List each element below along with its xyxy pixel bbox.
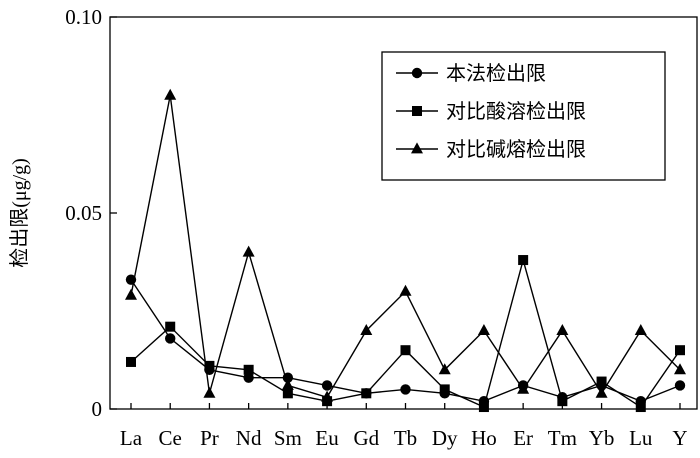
- x-tick-label-Lu: Lu: [629, 426, 653, 450]
- legend-item-1: 本法检出限: [396, 62, 546, 85]
- legend-marker-1: [411, 67, 423, 79]
- legend-label-1: 本法检出限: [446, 62, 546, 85]
- series-2-point-Y: [675, 345, 685, 356]
- series-1-point-Y: [674, 380, 686, 391]
- x-tick-label-La: La: [120, 426, 143, 450]
- series-2-point-Sm: [282, 388, 293, 399]
- y-tick-label-0: 0: [92, 397, 103, 421]
- series-3-point-Ho: [477, 324, 490, 335]
- legend-item-2: 对比酸溶检出限: [396, 100, 586, 123]
- x-tick-label-Tb: Tb: [394, 426, 417, 450]
- series-3-point-Gd: [360, 324, 373, 335]
- legend-item-3: 对比碱熔检出限: [396, 138, 586, 161]
- x-tick-label-Pr: Pr: [200, 426, 219, 450]
- x-tick-label-Nd: Nd: [236, 426, 262, 450]
- x-axis: La Ce Pr Nd Sm Eu Gd Tb Dy Ho Er Tm Yb Lu Y: [120, 403, 688, 450]
- x-tick-label-Yb: Yb: [589, 426, 615, 450]
- series-2-point-Dy: [439, 384, 450, 395]
- x-tick-label-Dy: Dy: [432, 426, 458, 450]
- series-2-point-Tm: [557, 396, 568, 407]
- series-3-point-Tm: [556, 324, 569, 335]
- series-2-point-Gd: [361, 388, 372, 399]
- series-1-point-Tb: [400, 384, 411, 395]
- series-3-point-Dy: [438, 363, 451, 375]
- series-3-point-Y: [674, 363, 686, 375]
- legend-label-2: 对比酸溶检出限: [446, 100, 586, 123]
- x-tick-label-Ho: Ho: [471, 426, 497, 450]
- y-axis: 0 0.05 0.10: [65, 5, 117, 421]
- series-1-point-Nd: [243, 372, 254, 383]
- series-2-point-Ce: [165, 321, 176, 332]
- series-1-point-Ce: [165, 333, 176, 344]
- series-3: [125, 88, 686, 402]
- y-tick-label-2: 0.10: [65, 5, 102, 29]
- y-axis-title: 检出限(μg/g): [8, 158, 31, 268]
- series-3-point-Sm: [281, 378, 294, 390]
- series-3-point-Yb: [595, 386, 608, 398]
- series-2-point-Tb: [400, 345, 411, 356]
- x-tick-label-Ce: Ce: [159, 426, 182, 450]
- series-3-point-La: [125, 288, 137, 300]
- series-2-point-Er: [518, 255, 529, 266]
- x-tick-label-Er: Er: [513, 426, 533, 450]
- series-3-point-Lu: [634, 324, 647, 335]
- series-3-point-Eu: [321, 390, 334, 402]
- x-tick-label-Gd: Gd: [353, 426, 379, 450]
- x-tick-label-Y: Y: [672, 426, 687, 450]
- series-2-point-Lu: [635, 402, 646, 413]
- x-tick-label-Tm: Tm: [548, 426, 577, 450]
- x-tick-label-Eu: Eu: [315, 426, 339, 450]
- series-3-point-Pr: [203, 386, 216, 398]
- legend-marker-2: [412, 106, 422, 116]
- series-2-point-Pr: [204, 360, 215, 371]
- y-tick-label-1: 0.05: [65, 201, 102, 225]
- series-3-point-Er: [517, 382, 530, 394]
- legend-marker-3: [411, 142, 423, 154]
- series-3-point-Ce: [164, 88, 177, 100]
- x-tick-label-Sm: Sm: [274, 426, 302, 450]
- series-2-point-Yb: [596, 376, 607, 387]
- series-layer: [125, 88, 686, 413]
- legend-label-3: 对比碱熔检出限: [446, 138, 586, 161]
- series-2-point-Ho: [478, 402, 489, 413]
- series-1-point-Eu: [321, 380, 333, 391]
- series-2-point-Nd: [243, 364, 254, 375]
- series-3-point-Tb: [399, 284, 412, 296]
- series-2: [126, 255, 685, 413]
- series-2-point-La: [126, 356, 136, 367]
- series-3-point-Nd: [242, 245, 255, 257]
